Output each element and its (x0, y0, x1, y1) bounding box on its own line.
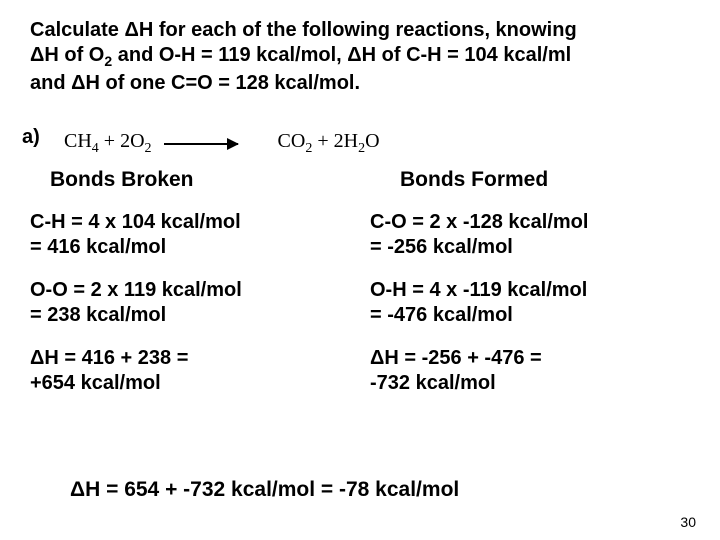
broken-sum-line1: ΔH = 416 + 238 = (30, 347, 188, 369)
formed-oh-line2: = -476 kcal/mol (370, 304, 513, 326)
formed-oh: O-H = 4 x -119 kcal/mol = -476 kcal/mol (370, 278, 690, 328)
formed-sum-line2: -732 kcal/mol (370, 372, 496, 394)
broken-oo-line2: = 238 kcal/mol (30, 304, 166, 326)
eq-o2-sub: 2 (145, 141, 152, 156)
eq-plus-1: + 2O (99, 130, 145, 152)
eq-h2o-tail: O (365, 130, 379, 152)
page-number: 30 (680, 514, 696, 530)
bonds-broken-heading: Bonds Broken (50, 168, 350, 192)
prompt-line-3: and ΔH of one C=O = 128 kcal/mol. (30, 72, 360, 94)
broken-oo-line1: O-O = 2 x 119 kcal/mol (30, 279, 242, 301)
prompt-line-2-post: and O-H = 119 kcal/mol, ΔH of C-H = 104 … (112, 44, 571, 66)
bonds-broken-column: Bonds Broken C-H = 4 x 104 kcal/mol = 41… (30, 168, 360, 414)
equation-rhs: CO2 + 2H2O (278, 130, 380, 157)
broken-sum: ΔH = 416 + 238 = +654 kcal/mol (30, 346, 350, 396)
reaction-equation: CH4 + 2O2 CO2 + 2H2O (64, 130, 380, 157)
formed-co: C-O = 2 x -128 kcal/mol = -256 kcal/mol (370, 210, 690, 260)
broken-sum-line2: +654 kcal/mol (30, 372, 161, 394)
formed-co-line1: C-O = 2 x -128 kcal/mol (370, 211, 588, 233)
prompt-text: Calculate ΔH for each of the following r… (30, 18, 690, 96)
formed-sum: ΔH = -256 + -476 = -732 kcal/mol (370, 346, 690, 396)
bonds-formed-heading: Bonds Formed (400, 168, 690, 192)
prompt-line-1: Calculate ΔH for each of the following r… (30, 19, 577, 41)
reaction-arrow-icon (164, 143, 238, 145)
broken-ch-line1: C-H = 4 x 104 kcal/mol (30, 211, 241, 233)
part-label: a) (22, 126, 40, 149)
formed-co-line2: = -256 kcal/mol (370, 236, 513, 258)
equation-lhs: CH4 + 2O2 (64, 130, 152, 157)
eq-ch4: CH (64, 130, 92, 152)
broken-ch-line2: = 416 kcal/mol (30, 236, 166, 258)
broken-oo: O-O = 2 x 119 kcal/mol = 238 kcal/mol (30, 278, 350, 328)
columns: Bonds Broken C-H = 4 x 104 kcal/mol = 41… (30, 168, 690, 414)
formed-sum-line1: ΔH = -256 + -476 = (370, 347, 542, 369)
final-answer: ΔH = 654 + -732 kcal/mol = -78 kcal/mol (70, 478, 459, 502)
eq-ch4-sub: 4 (92, 141, 99, 156)
eq-plus-2: + 2H (312, 130, 358, 152)
eq-co2: CO (278, 130, 306, 152)
prompt-line-2-pre: ΔH of O (30, 44, 104, 66)
prompt-o2-sub: 2 (104, 53, 112, 69)
bonds-formed-column: Bonds Formed C-O = 2 x -128 kcal/mol = -… (360, 168, 690, 414)
formed-oh-line1: O-H = 4 x -119 kcal/mol (370, 279, 587, 301)
broken-ch: C-H = 4 x 104 kcal/mol = 416 kcal/mol (30, 210, 350, 260)
slide: Calculate ΔH for each of the following r… (0, 0, 720, 540)
eq-h2-sub: 2 (358, 141, 365, 156)
